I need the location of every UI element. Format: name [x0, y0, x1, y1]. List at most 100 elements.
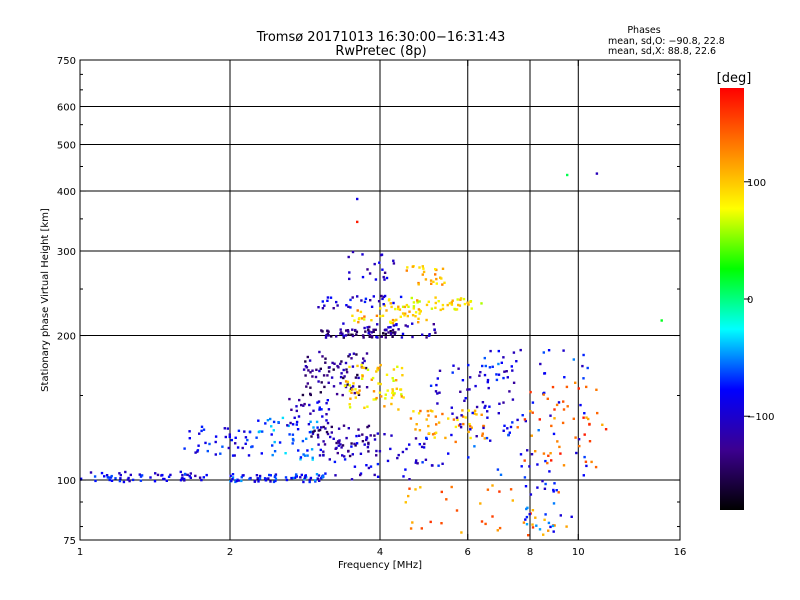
data-point: [267, 477, 270, 480]
data-point: [336, 451, 339, 455]
data-point: [318, 369, 321, 373]
data-point: [543, 372, 547, 375]
data-point: [242, 474, 245, 477]
data-point: [590, 460, 593, 464]
data-point: [512, 351, 516, 354]
data-point: [320, 426, 323, 429]
data-point: [509, 425, 513, 429]
data-point: [429, 384, 433, 387]
data-point: [352, 382, 355, 385]
data-point: [362, 366, 366, 370]
data-point: [311, 375, 314, 378]
data-point: [508, 431, 511, 434]
data-point: [406, 266, 409, 269]
data-point: [327, 381, 330, 384]
data-point: [435, 423, 438, 426]
data-point: [397, 328, 400, 331]
data-point: [562, 349, 565, 352]
data-point: [417, 281, 420, 285]
data-point: [483, 406, 486, 409]
data-point: [434, 331, 437, 334]
data-point: [481, 364, 484, 368]
data-point: [339, 382, 342, 385]
data-point: [335, 441, 338, 445]
data-point: [240, 479, 243, 483]
data-point: [407, 494, 410, 498]
data-point: [348, 403, 351, 406]
data-point: [420, 445, 424, 449]
data-point: [353, 391, 356, 395]
data-point: [528, 512, 531, 516]
data-point: [441, 267, 445, 270]
data-point: [481, 432, 484, 435]
data-point: [395, 387, 398, 390]
data-point: [368, 330, 371, 333]
data-point: [376, 475, 380, 478]
data-point: [389, 326, 392, 329]
data-point: [379, 382, 382, 386]
data-point: [321, 307, 325, 310]
data-point: [354, 328, 357, 332]
data-point: [389, 447, 392, 451]
data-point: [331, 361, 334, 365]
data-point: [408, 478, 411, 481]
data-point: [288, 397, 291, 401]
data-point: [391, 318, 395, 322]
data-point: [519, 453, 523, 456]
data-point: [510, 365, 513, 368]
data-point: [425, 303, 429, 307]
data-point: [257, 419, 260, 422]
data-point: [421, 273, 424, 276]
data-point: [484, 364, 487, 368]
data-point: [487, 386, 490, 390]
data-point: [368, 335, 371, 338]
data-point: [309, 371, 312, 374]
data-point: [189, 476, 192, 479]
data-point: [338, 439, 341, 442]
data-point: [194, 474, 197, 478]
data-point: [149, 476, 152, 479]
data-point: [309, 386, 312, 389]
data-point: [460, 531, 463, 534]
data-point: [292, 476, 295, 480]
data-point: [356, 309, 359, 312]
data-point: [322, 440, 325, 443]
data-point: [122, 480, 126, 484]
data-point: [414, 428, 417, 431]
data-point: [391, 321, 395, 325]
data-point: [384, 393, 387, 396]
data-point: [354, 388, 357, 391]
data-point: [551, 524, 555, 528]
data-point: [348, 389, 352, 393]
data-point: [390, 402, 393, 406]
data-point: [415, 423, 418, 426]
data-point: [359, 473, 362, 477]
data-point: [434, 268, 437, 271]
data-point: [372, 295, 375, 298]
data-point: [349, 298, 352, 302]
data-point: [531, 509, 535, 512]
data-point: [403, 305, 407, 309]
data-point: [467, 409, 470, 412]
data-point: [462, 297, 466, 301]
data-point: [336, 364, 339, 368]
data-point: [345, 436, 348, 440]
data-point: [437, 300, 440, 303]
data-point: [344, 380, 348, 383]
data-point: [512, 381, 516, 384]
data-point: [295, 409, 298, 413]
data-point: [330, 376, 334, 379]
data-point: [281, 416, 285, 420]
data-point: [312, 409, 315, 412]
data-point: [302, 404, 305, 407]
data-point: [601, 423, 604, 426]
data-point: [284, 452, 287, 455]
data-point: [365, 436, 368, 439]
data-point: [364, 330, 367, 333]
data-point: [422, 267, 425, 270]
data-point: [407, 305, 410, 308]
data-point: [455, 509, 459, 512]
data-point: [352, 352, 356, 355]
data-point: [452, 364, 455, 367]
data-point: [381, 268, 384, 271]
